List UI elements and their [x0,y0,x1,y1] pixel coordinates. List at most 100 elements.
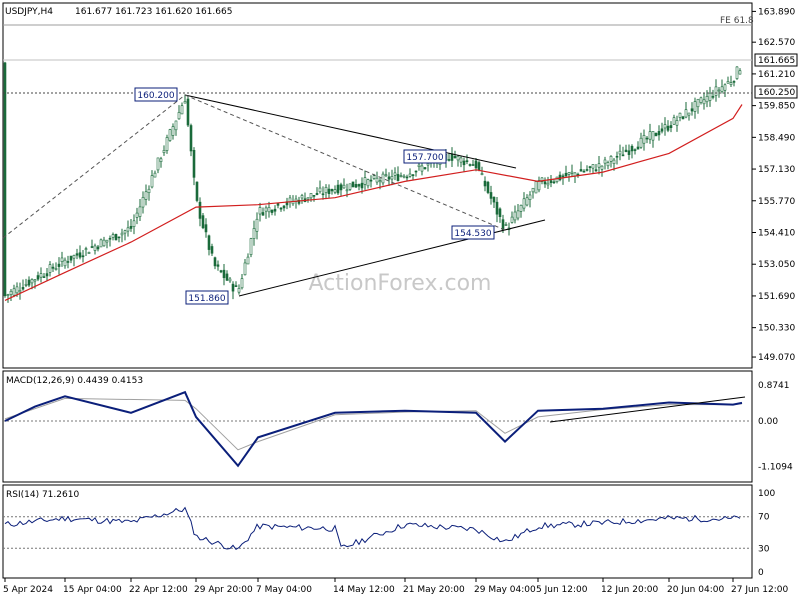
price-candle [75,248,79,260]
price-candle [414,170,418,177]
price-candle [663,117,667,136]
candle-body [108,237,112,240]
candle-body [606,162,610,167]
candle-body [528,194,532,200]
candle-body [96,246,100,250]
price-candle [489,185,493,205]
price-candle [168,128,172,142]
price-candle [192,147,196,186]
candle-body [699,97,703,103]
price-candle [144,184,148,206]
candle-body [516,210,520,219]
candle-body [423,167,427,170]
candle-body [135,212,139,218]
price-candle [48,261,52,277]
candle-body [81,255,85,258]
price-candle [153,170,157,178]
candle-body [342,184,346,189]
price-tick-label: 161.210 [758,70,795,80]
candle-body [603,159,607,164]
candle-body [153,172,157,178]
price-candle [471,159,475,166]
price-candle [351,181,355,188]
candle-body [666,125,670,131]
price-candle [516,204,520,221]
annotation-box [134,87,178,102]
candle-body [462,160,466,166]
price-panel [2,2,753,369]
price-candle [264,205,268,219]
candle-body [615,155,619,158]
candle-body [105,239,109,243]
macd-tick-label: 0.00 [758,417,778,427]
candle-body [33,279,37,282]
candle-body [708,92,712,101]
price-candle [543,177,547,188]
price-candle [18,282,22,300]
candle-body [222,269,226,279]
price-candle [3,61,7,298]
candle-body [90,246,94,248]
candle-body [426,163,430,166]
candle-body [141,197,145,208]
projection-line-right [184,94,506,231]
price-candle [207,234,211,256]
candle-body [396,174,400,181]
price-candle [87,251,91,254]
price-candle [393,167,397,181]
price-candle [597,155,601,175]
price-candle [348,183,352,191]
price-tick-label: 150.330 [758,324,795,334]
price-candle [261,207,265,216]
candle-body [654,132,658,137]
price-candle [138,198,142,222]
candle-body [165,137,169,151]
candle-body [519,204,523,212]
fe-label: FE 61.8 [720,16,754,26]
candle-body [78,252,82,258]
price-candle [12,284,16,298]
candle-body [714,86,718,96]
price-tick-label: 151.690 [758,292,795,302]
price-candle [189,123,193,157]
price-candle [579,161,583,172]
price-candle [684,102,688,119]
candle-body [675,120,679,126]
candle-body [129,225,133,229]
candle-body [408,173,412,177]
candle-body [36,275,40,280]
candle-body [63,259,67,267]
price-candle [411,173,415,181]
price-candle [564,165,568,177]
price-candle [627,144,631,160]
x-tick-label: 15 Apr 04:00 [63,585,122,595]
price-candle [123,229,127,241]
candle-body [387,176,391,180]
candle-body [207,235,211,250]
price-candle [78,245,82,260]
candle-body [405,176,409,179]
candle-body [204,224,208,233]
price-tick-label: 154.410 [758,228,795,238]
candle-body [681,116,685,120]
candle-body [726,81,730,84]
candle-body [324,186,328,193]
price-candle [240,273,244,290]
price-candle [510,211,514,224]
candle-body [225,273,229,281]
candle-body [48,264,52,273]
candle-body [564,172,568,177]
rsi-tick-label: 0 [758,568,764,578]
candle-body [213,257,217,267]
rsi-label: RSI(14) 71.2610 [6,490,79,500]
candle-body [111,234,115,238]
price-candle [165,134,169,154]
price-candle [672,114,676,125]
price-candle [171,123,175,140]
price-candle [387,172,391,186]
price-candle [459,156,463,168]
price-candle [630,144,634,159]
candle-body [696,98,700,108]
price-candle [498,207,502,223]
annotation-box [451,225,495,240]
